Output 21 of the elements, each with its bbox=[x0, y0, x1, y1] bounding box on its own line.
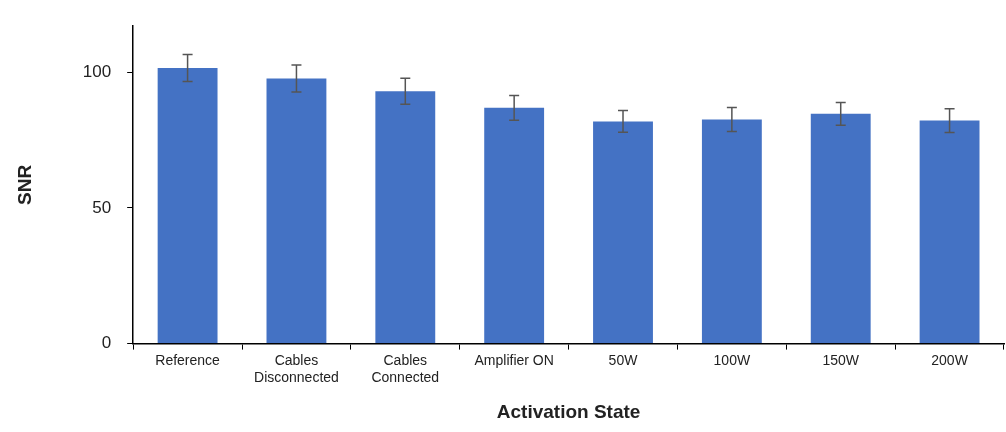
bar bbox=[157, 67, 218, 344]
x-tick-label: 200W bbox=[931, 351, 969, 368]
bar bbox=[919, 120, 980, 344]
bar bbox=[593, 121, 653, 344]
bar bbox=[375, 91, 436, 344]
x-tick-label: Reference bbox=[155, 351, 221, 368]
x-tick-label: Amplifier ON bbox=[474, 351, 554, 368]
y-tick-label: 50 bbox=[92, 197, 112, 217]
x-axis-title: Activation State bbox=[496, 400, 641, 422]
x-tick-label: Cables Disconnected bbox=[254, 351, 339, 385]
bar bbox=[701, 119, 762, 344]
y-axis-title: SNR bbox=[13, 164, 35, 205]
x-tick-label: 100W bbox=[713, 351, 751, 368]
x-tick-label: 50W bbox=[608, 351, 639, 368]
x-tick-label: 150W bbox=[822, 351, 860, 368]
y-tick-label: 100 bbox=[82, 62, 112, 82]
bar bbox=[266, 78, 327, 344]
bar bbox=[484, 107, 545, 344]
x-tick-label: Cables Connected bbox=[371, 351, 440, 385]
bar bbox=[810, 113, 871, 344]
y-tick-label: 0 bbox=[101, 333, 112, 353]
